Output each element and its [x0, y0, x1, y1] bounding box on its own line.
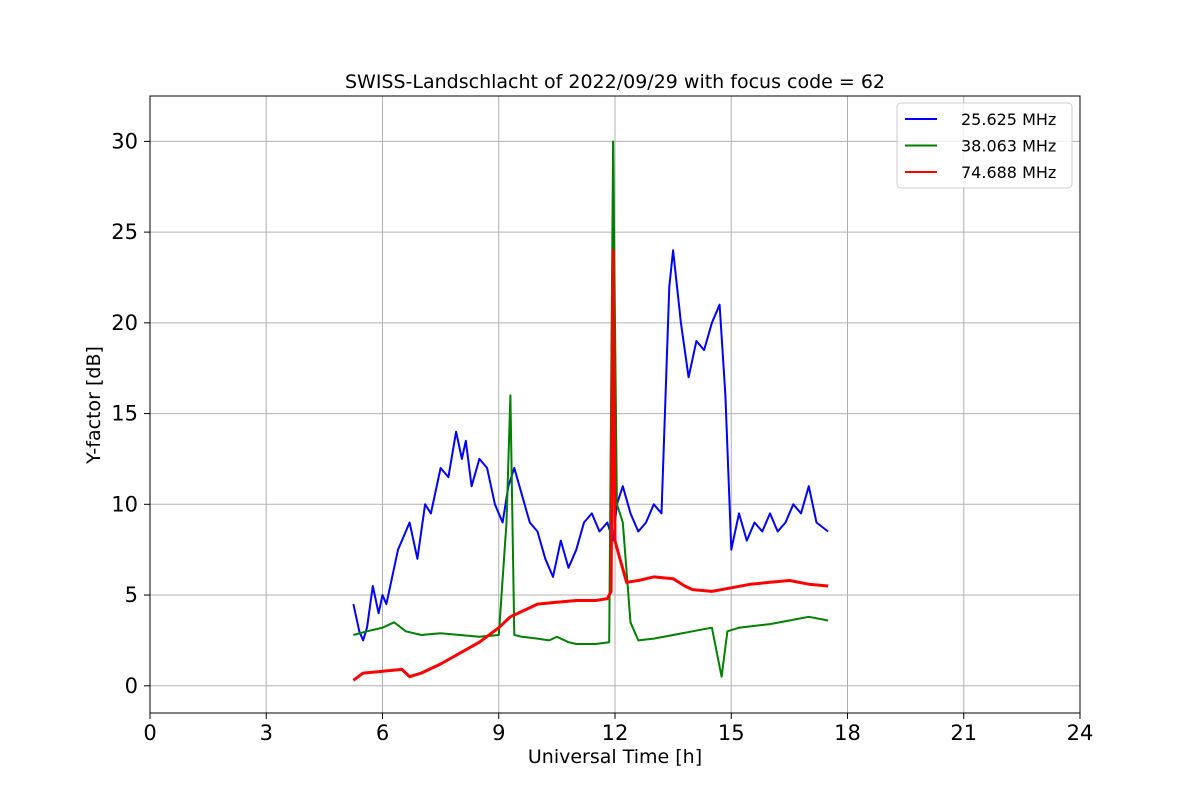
- legend-box: [896, 102, 1073, 189]
- y-axis-ticks: 0 5 10 15 20 25 30: [111, 129, 150, 698]
- x-tick-label: 12: [602, 721, 629, 745]
- series-lines: [352, 140, 829, 682]
- y-axis-label: Y-factor [dB]: [83, 346, 105, 465]
- series-line-1: [352, 249, 829, 642]
- x-tick-label: 15: [718, 721, 745, 745]
- x-tick-label: 3: [260, 721, 273, 745]
- x-axis-label: Universal Time [h]: [528, 746, 702, 768]
- x-tick-label: 9: [492, 721, 505, 745]
- legend-label: 74.688 MHz: [961, 163, 1056, 182]
- legend: 25.625 MHz 38.063 MHz 74.688 MHz: [896, 102, 1073, 189]
- legend-label: 38.063 MHz: [961, 137, 1056, 156]
- x-tick-label: 0: [143, 721, 156, 745]
- chart-title: SWISS-Landschlacht of 2022/09/29 with fo…: [345, 71, 885, 93]
- y-tick-label: 10: [111, 492, 138, 516]
- x-tick-label: 21: [950, 721, 977, 745]
- series-line-2: [353, 140, 829, 678]
- y-tick-label: 0: [125, 674, 138, 698]
- y-tick-label: 30: [111, 129, 138, 153]
- series-line-3: [352, 248, 829, 682]
- x-tick-label: 24: [1067, 721, 1094, 745]
- y-tick-label: 5: [125, 583, 138, 607]
- y-tick-label: 15: [111, 402, 138, 426]
- y-tick-label: 20: [111, 311, 138, 335]
- legend-label: 25.625 MHz: [961, 110, 1056, 129]
- x-tick-label: 6: [376, 721, 389, 745]
- y-tick-label: 25: [111, 220, 138, 244]
- x-tick-label: 18: [834, 721, 861, 745]
- x-axis-ticks: 0 3 6 9 12 15 18 21 24: [143, 713, 1093, 745]
